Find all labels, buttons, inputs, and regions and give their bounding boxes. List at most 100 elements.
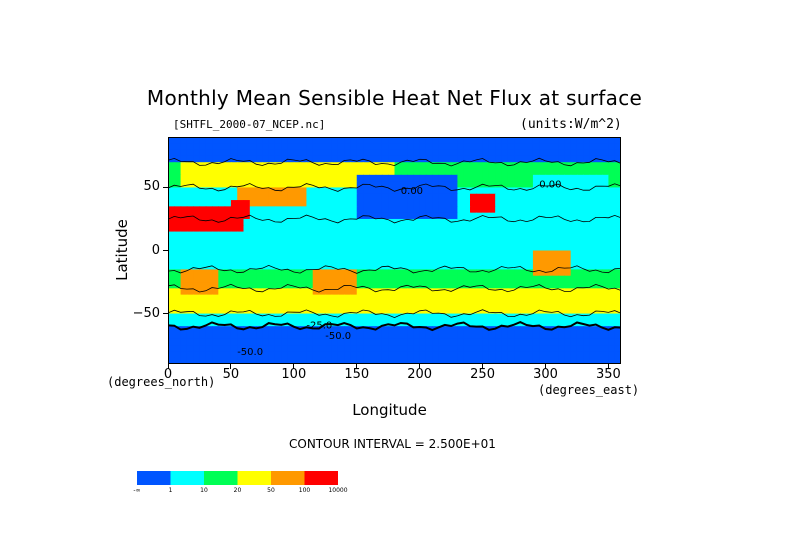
heatmap-cell: [224, 143, 232, 151]
heatmap-cell: [212, 332, 219, 340]
heatmap-cell: [589, 332, 597, 340]
heatmap-cell: [413, 269, 421, 277]
heatmap-cell: [224, 256, 232, 264]
heatmap-cell: [274, 332, 282, 340]
heatmap-cell: [306, 137, 314, 144]
heatmap-cell: [608, 300, 616, 308]
heatmap-cell: [425, 332, 433, 340]
contour-label: -50.0: [237, 347, 263, 358]
heatmap-cell: [319, 294, 326, 302]
heatmap-cell: [432, 244, 440, 252]
heatmap-cell: [325, 231, 333, 239]
heatmap-cell: [451, 237, 459, 245]
heatmap-cell: [551, 212, 559, 220]
heatmap-cell: [350, 137, 358, 144]
heatmap-cell: [608, 288, 616, 296]
heatmap-cells: [168, 137, 621, 364]
heatmap-cell: [237, 162, 245, 170]
heatmap-cell: [224, 218, 232, 226]
heatmap-cell: [218, 237, 226, 245]
heatmap-cell: [224, 326, 232, 334]
heatmap-cell: [470, 174, 477, 182]
heatmap-cell: [243, 250, 251, 258]
heatmap-cell: [256, 218, 263, 226]
heatmap-cell: [186, 206, 194, 214]
heatmap-cell: [293, 263, 301, 271]
heatmap-cell: [344, 181, 352, 189]
heatmap-cell: [488, 137, 496, 144]
heatmap-cell: [300, 231, 308, 239]
heatmap-cell: [274, 300, 282, 308]
heatmap-cell: [268, 326, 276, 334]
heatmap-cell: [507, 244, 515, 252]
heatmap-cell: [400, 155, 408, 163]
heatmap-cell: [576, 206, 584, 214]
heatmap-cell: [369, 218, 377, 226]
heatmap-cell: [551, 225, 559, 233]
heatmap-cell: [507, 206, 515, 214]
heatmap-cell: [526, 181, 534, 189]
heatmap-cell: [602, 193, 610, 201]
heatmap-cell: [193, 137, 201, 144]
heatmap-cell: [300, 319, 308, 327]
heatmap-cell: [476, 313, 484, 321]
heatmap-cell: [312, 294, 320, 302]
heatmap-cell: [495, 137, 503, 144]
heatmap-cell: [457, 250, 465, 258]
y-tick-mark: [163, 186, 168, 188]
heatmap-cell: [526, 193, 534, 201]
heatmap-cell: [199, 282, 207, 289]
heatmap-cell: [507, 250, 515, 258]
heatmap-cell: [407, 162, 414, 170]
heatmap-cell: [205, 338, 213, 346]
heatmap-cell: [199, 155, 207, 163]
heatmap-cell: [570, 300, 578, 308]
heatmap-cell: [337, 294, 345, 302]
heatmap-cell: [394, 168, 402, 176]
heatmap-cell: [319, 181, 326, 189]
heatmap-cell: [381, 326, 389, 334]
heatmap-cell: [306, 288, 314, 296]
heatmap-cell: [400, 313, 408, 321]
heatmap-cell: [300, 250, 308, 258]
heatmap-cell: [174, 244, 182, 252]
heatmap-cell: [224, 351, 232, 359]
heatmap-cell: [268, 288, 276, 296]
heatmap-cell: [199, 137, 207, 144]
heatmap-cell: [287, 237, 295, 245]
heatmap-cell: [539, 174, 547, 182]
x-tick-label: 350: [595, 367, 621, 382]
heatmap-cell: [451, 149, 459, 157]
heatmap-cell: [262, 338, 270, 346]
heatmap-cell: [482, 193, 490, 201]
heatmap-cell: [432, 332, 440, 340]
heatmap-cell: [413, 307, 421, 315]
heatmap-cell: [375, 218, 383, 226]
heatmap-cell: [400, 187, 408, 195]
heatmap-cell: [463, 263, 471, 271]
heatmap-cell: [394, 313, 402, 321]
heatmap-cell: [230, 275, 238, 283]
heatmap-cell: [193, 149, 201, 157]
heatmap-cell: [583, 218, 591, 226]
heatmap-cell: [602, 275, 610, 283]
heatmap-cell: [388, 256, 396, 264]
heatmap-cell: [230, 231, 238, 239]
heatmap-cell: [287, 187, 295, 195]
heatmap-cell: [237, 300, 245, 308]
heatmap-cell: [457, 212, 465, 220]
heatmap-cell: [444, 269, 452, 277]
heatmap-cell: [363, 137, 370, 144]
heatmap-cell: [583, 313, 591, 321]
heatmap-cell: [407, 193, 414, 201]
heatmap-cell: [180, 193, 188, 201]
heatmap-cell: [451, 162, 459, 170]
heatmap-cell: [520, 212, 528, 220]
heatmap-cell: [205, 231, 213, 239]
heatmap-cell: [218, 168, 226, 176]
heatmap-cell: [514, 357, 521, 364]
heatmap-cell: [507, 162, 515, 170]
heatmap-cell: [438, 149, 446, 157]
heatmap-cell: [287, 168, 295, 176]
heatmap-cell: [375, 212, 383, 220]
